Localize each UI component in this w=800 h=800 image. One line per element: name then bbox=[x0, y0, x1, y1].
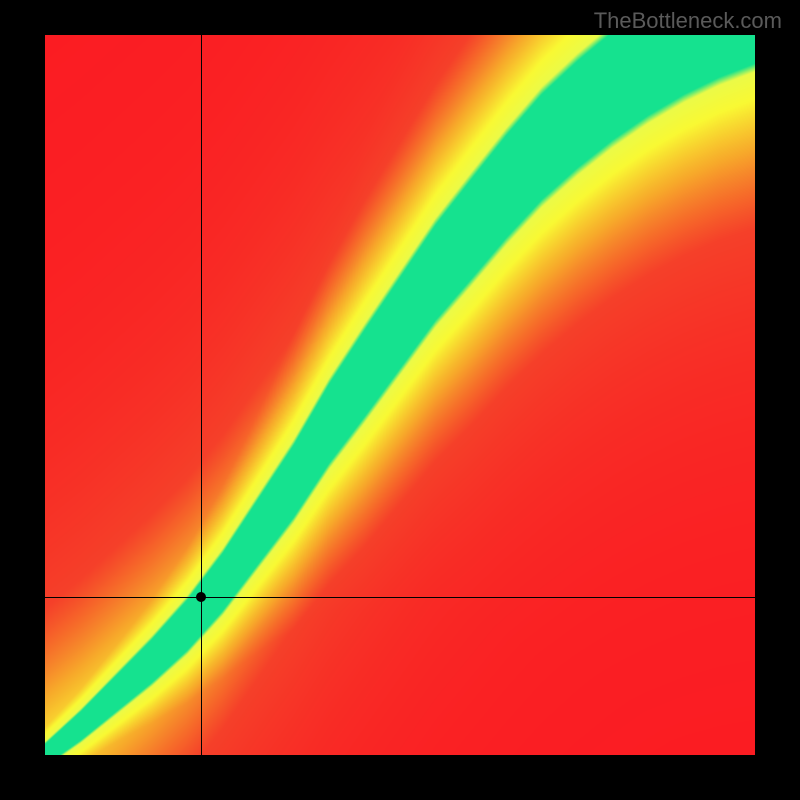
data-point-marker bbox=[196, 592, 206, 602]
crosshair-horizontal bbox=[45, 597, 755, 598]
crosshair-vertical bbox=[201, 35, 202, 755]
watermark-text: TheBottleneck.com bbox=[594, 8, 782, 34]
heatmap-canvas bbox=[45, 35, 755, 755]
heatmap-plot bbox=[45, 35, 755, 755]
